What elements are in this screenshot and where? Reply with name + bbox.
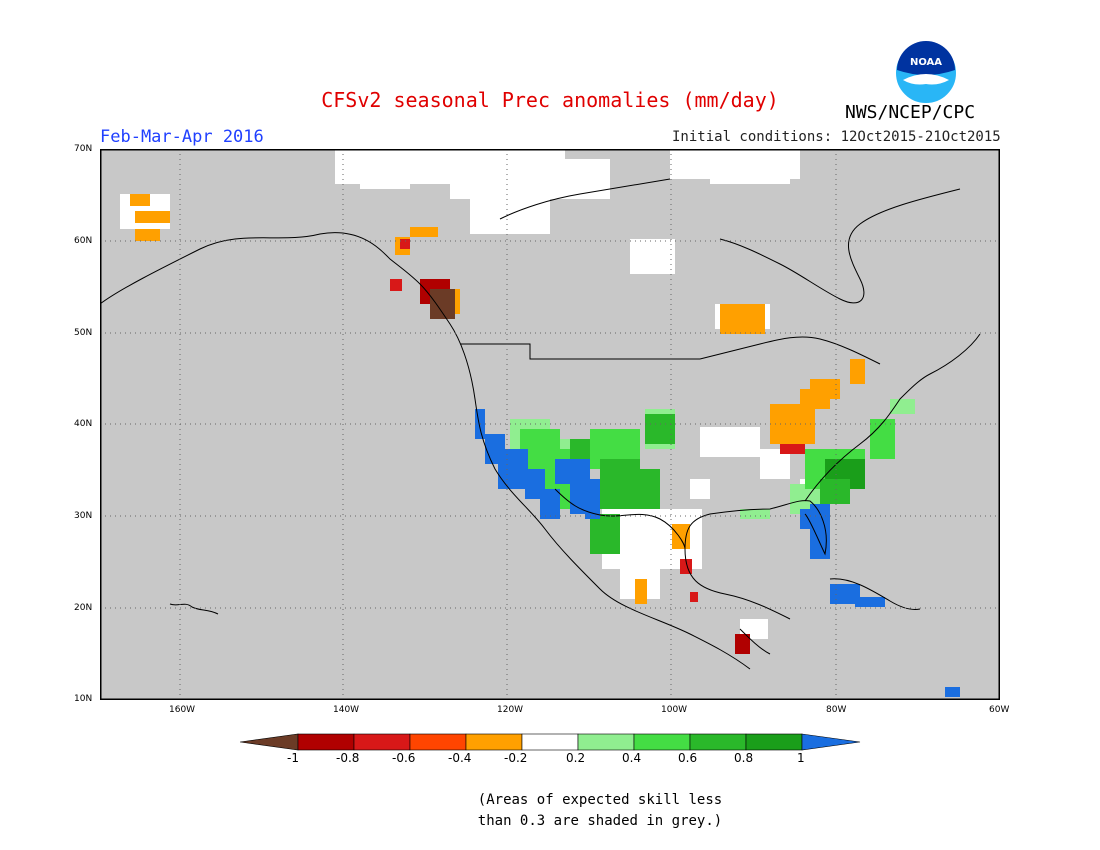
colorbar-swatch	[521, 733, 579, 751]
colorbar-swatch	[297, 733, 355, 751]
lat-label-70n: 70N	[74, 144, 93, 154]
skill-note: (Areas of expected skill less than 0.3 a…	[470, 790, 730, 832]
colorbar-swatch	[745, 733, 803, 751]
lat-label-30n: 30N	[74, 511, 93, 521]
logo-text: NOAA	[910, 57, 942, 68]
lon-label-60w: 60W	[989, 705, 1010, 715]
skill-note-line2: than 0.3 are shaded in grey.)	[477, 813, 723, 829]
forecast-period: Feb-Mar-Apr 2016	[100, 127, 264, 147]
colorbar-label: -0.6	[392, 751, 416, 765]
noaa-logo: NOAA	[894, 41, 958, 105]
lon-label-160w: 160W	[169, 705, 196, 715]
skill-note-line1: (Areas of expected skill less	[477, 792, 723, 808]
map-frame	[100, 149, 1000, 700]
colorbar-swatch	[689, 733, 747, 751]
colorbar-label: 0.8	[734, 751, 754, 765]
lat-label-60n: 60N	[74, 236, 93, 246]
colorbar-swatch	[353, 733, 411, 751]
organization-label: NWS/NCEP/CPC	[845, 102, 976, 123]
lon-label-100w: 100W	[661, 705, 688, 715]
colorbar	[240, 733, 861, 751]
lat-label-50n: 50N	[74, 328, 93, 338]
lat-label-20n: 20N	[74, 603, 93, 613]
coastlines	[100, 178, 981, 670]
colorbar-label: 0.6	[678, 751, 698, 765]
colorbar-swatch	[465, 733, 523, 751]
lon-label-120w: 120W	[497, 705, 524, 715]
map-title: CFSv2 seasonal Prec anomalies (mm/day)	[321, 88, 779, 112]
anomaly-cells	[120, 149, 960, 697]
colorbar-label: 0.4	[622, 751, 642, 765]
anomaly-map	[100, 149, 1000, 700]
colorbar-label: -0.4	[448, 751, 472, 765]
lon-label-80w: 80W	[826, 705, 847, 715]
colorbar-swatch	[577, 733, 635, 751]
initial-conditions: Initial conditions: 12Oct2015-21Oct2015	[672, 129, 1001, 145]
colorbar-label: -0.2	[504, 751, 528, 765]
lat-label-10n: 10N	[74, 694, 93, 704]
colorbar-label: -1	[287, 751, 299, 765]
colorbar-swatch-below-1	[240, 733, 299, 751]
colorbar-label: 1	[797, 751, 805, 765]
lat-label-40n: 40N	[74, 419, 93, 429]
colorbar-swatch	[633, 733, 691, 751]
colorbar-swatch	[409, 733, 467, 751]
colorbar-label: -0.8	[336, 751, 360, 765]
colorbar-label: 0.2	[566, 751, 586, 765]
gridlines	[100, 149, 1000, 700]
colorbar-swatch-above-1	[801, 733, 861, 751]
lon-label-140w: 140W	[333, 705, 360, 715]
